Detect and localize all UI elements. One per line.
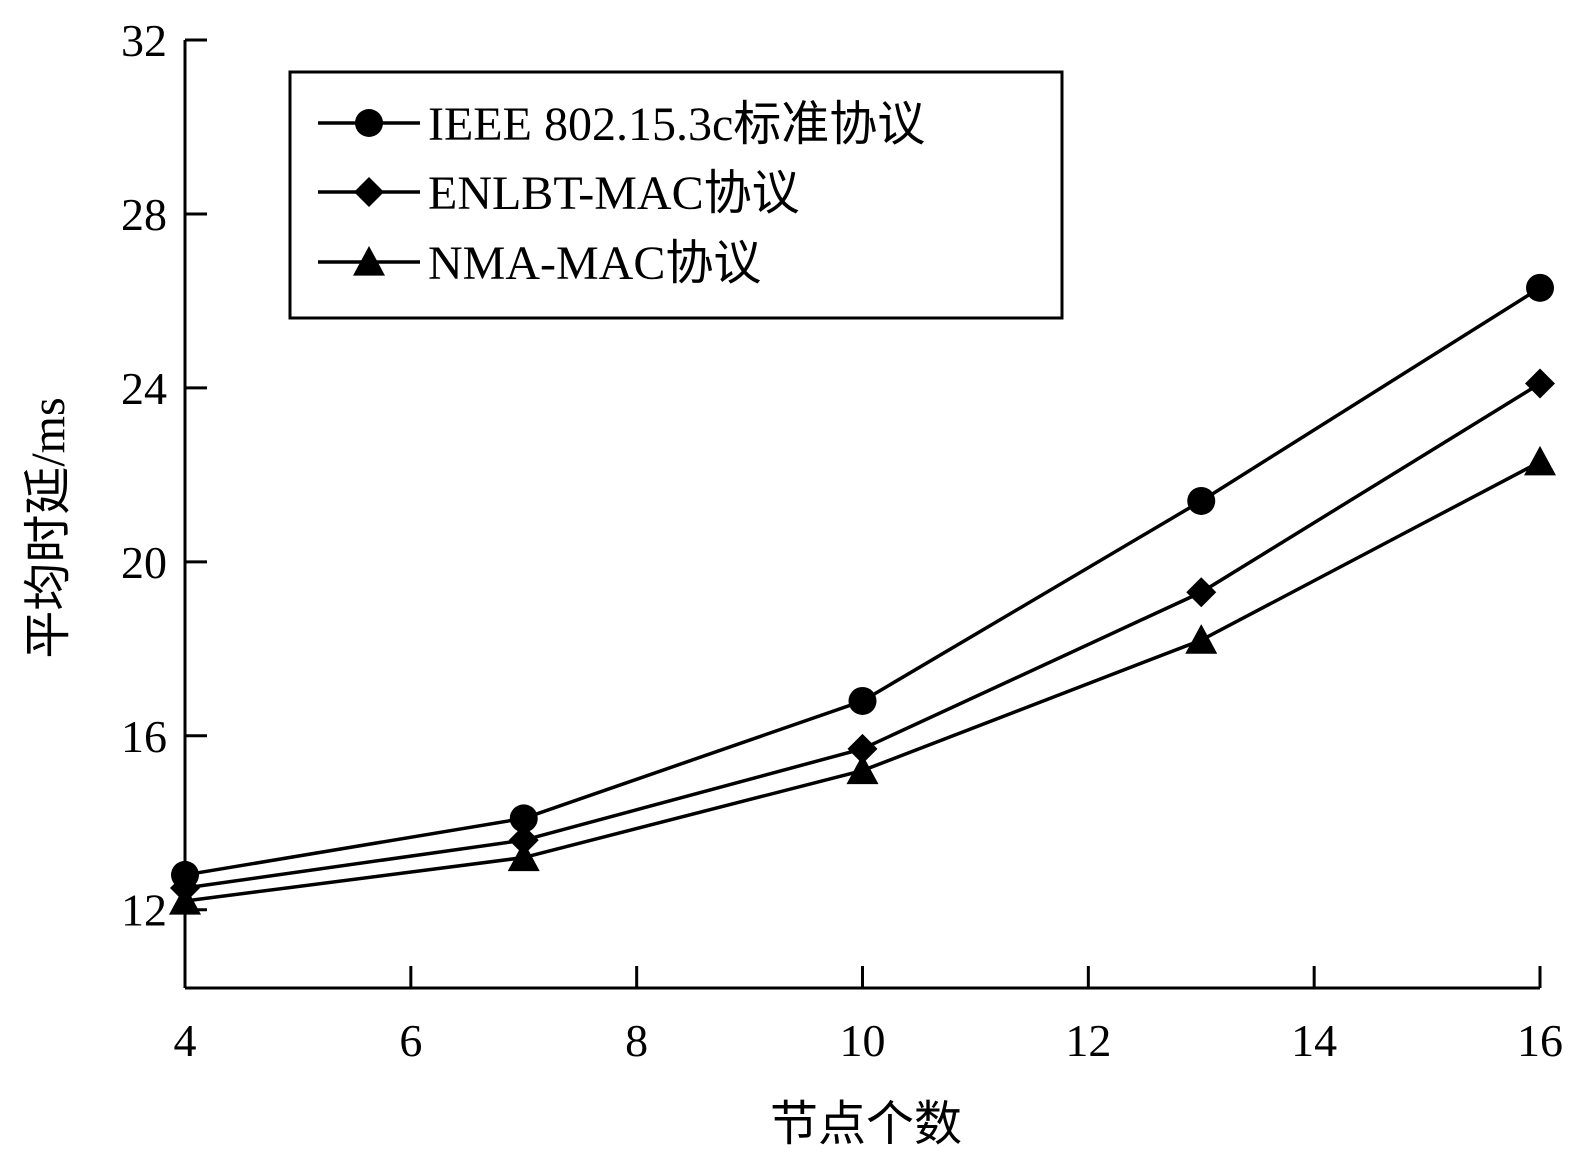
series-diamond: [170, 368, 1555, 903]
legend-label: IEEE 802.15.3c标准协议: [428, 98, 925, 151]
legend-item: IEEE 802.15.3c标准协议: [318, 98, 925, 151]
data-point-circle: [509, 804, 538, 833]
data-point-triangle: [846, 754, 879, 785]
y-tick-label: 20: [121, 537, 167, 588]
data-point-diamond: [1186, 577, 1217, 608]
y-tick-label: 16: [121, 711, 167, 762]
series-circle: [171, 273, 1554, 889]
legend-label: ENLBT-MAC协议: [428, 167, 800, 220]
legend-marker-circle: [355, 109, 383, 137]
legend: IEEE 802.15.3c标准协议 ENLBT-MAC协议 NMA-MAC协议: [288, 70, 1064, 320]
legend-box: [288, 70, 1064, 320]
y-tick-label: 32: [121, 15, 167, 66]
x-tick-label: 6: [399, 1015, 422, 1066]
x-tick-label: 16: [1517, 1015, 1563, 1066]
legend-marker-diamond: [354, 177, 384, 207]
legend-item: NMA-MAC协议: [318, 237, 761, 290]
series-triangle: [169, 445, 1556, 915]
series-layer: [169, 273, 1556, 915]
data-point-diamond: [847, 733, 878, 764]
legend-marker-triangle: [353, 246, 385, 276]
x-tick-label: 12: [1065, 1015, 1111, 1066]
data-point-circle: [1187, 486, 1216, 515]
data-point-triangle: [169, 885, 201, 915]
x-tick-label: 4: [174, 1015, 197, 1066]
data-point-triangle: [1524, 445, 1556, 476]
data-point-triangle: [1185, 624, 1218, 654]
series-line: [184, 286, 1541, 877]
y-tick-label: 28: [121, 189, 167, 240]
legend-label: NMA-MAC协议: [428, 237, 761, 290]
series-line: [184, 460, 1541, 903]
data-point-circle: [848, 686, 877, 715]
series-line: [184, 382, 1541, 890]
x-tick-label: 8: [625, 1015, 648, 1066]
x-tick-label: 10: [840, 1015, 886, 1066]
data-point-triangle: [507, 841, 540, 872]
x-tick-label: 14: [1291, 1015, 1337, 1066]
ticks: 12 16 20 24 28 32 4 6 8 10 12 14 16: [121, 15, 1563, 1066]
y-axis-title: 平均时延/ms: [22, 397, 75, 658]
data-point-diamond: [1525, 368, 1555, 399]
y-tick-label: 12: [121, 885, 167, 936]
legend-item: ENLBT-MAC协议: [318, 167, 800, 220]
y-tick-label: 24: [121, 363, 167, 414]
data-point-diamond: [508, 825, 539, 856]
x-axis-title: 节点个数: [770, 1098, 962, 1151]
data-point-circle: [1526, 273, 1554, 302]
